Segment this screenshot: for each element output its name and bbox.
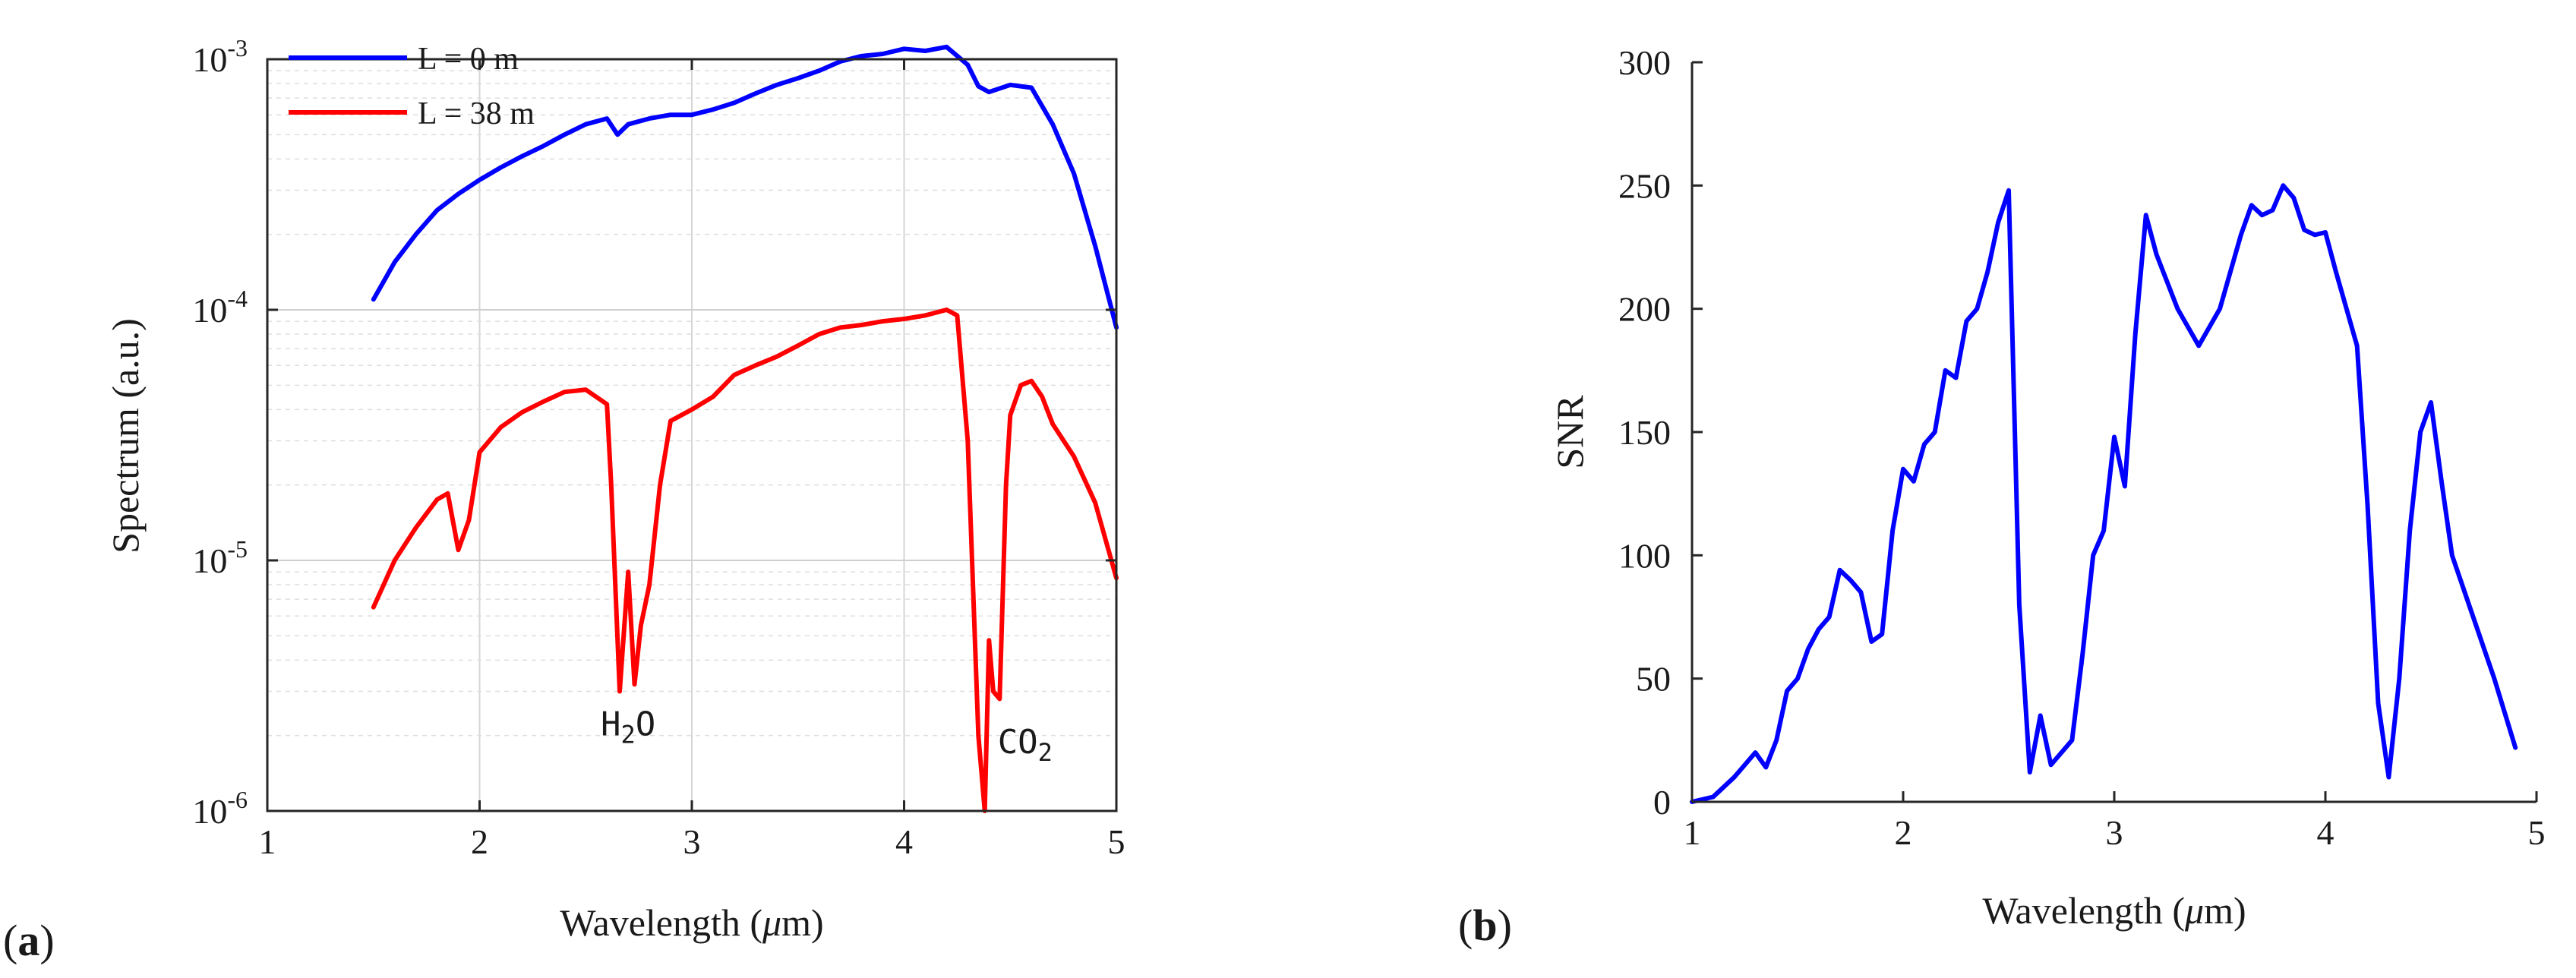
x-tick-label: 4 bbox=[2317, 813, 2334, 852]
panel-b-label-open: ( bbox=[1458, 901, 1473, 950]
y-tick-label: 0 bbox=[1653, 783, 1671, 822]
panel-b-x-axis-label: Wavelength (μm) bbox=[1982, 889, 2246, 932]
panel-a-grid bbox=[267, 59, 1116, 811]
panel-a-x-label-prefix: Wavelength ( bbox=[560, 901, 762, 944]
panel-a-x-label-mu: μ bbox=[762, 901, 781, 944]
panel-b-series bbox=[1690, 183, 2518, 804]
panel-b-x-label-mu: μ bbox=[2184, 889, 2204, 932]
panel-b-snr-chart: 1 2 3 4 5 0 50 100 150 200 250 300 SNR Wavelength … bbox=[1458, 43, 2546, 950]
y-tick-label: 10-6 bbox=[192, 786, 248, 831]
y-tick-label: 150 bbox=[1618, 413, 1671, 452]
x-tick-label: 4 bbox=[895, 822, 913, 861]
y-tick-label: 250 bbox=[1618, 166, 1671, 205]
legend-label-l38: L = 38 m bbox=[418, 96, 535, 131]
panel-b-x-tick-labels: 1 2 3 4 5 bbox=[1684, 813, 2546, 852]
annotation-h2o: H2O bbox=[601, 705, 655, 749]
y-tick-label: 300 bbox=[1618, 43, 1671, 82]
panel-a-series bbox=[371, 44, 1119, 813]
x-tick-label: 3 bbox=[2106, 813, 2123, 852]
panel-a-annotations: H2O CO2 bbox=[601, 705, 1053, 767]
panel-b-label-letter: b bbox=[1473, 901, 1497, 950]
x-tick-label: 5 bbox=[1108, 822, 1125, 861]
y-tick-label: 10-3 bbox=[192, 34, 248, 79]
y-tick-label: 100 bbox=[1618, 536, 1671, 575]
series-line-snr bbox=[1690, 183, 2518, 804]
panel-b-x-label-prefix: Wavelength ( bbox=[1982, 889, 2185, 932]
y-tick-label: 10-4 bbox=[192, 285, 248, 330]
legend-label-l0: L = 0 m bbox=[418, 42, 519, 77]
x-tick-label: 1 bbox=[259, 822, 276, 861]
panel-b-ticks bbox=[1690, 61, 2538, 803]
x-tick-label: 2 bbox=[471, 822, 488, 861]
panel-a-label-letter: a bbox=[17, 916, 39, 965]
series-line-l0 bbox=[371, 44, 1119, 330]
series-line-l38 bbox=[371, 308, 1119, 813]
panel-a-x-label-suffix: m) bbox=[781, 901, 824, 944]
panel-a-label-open: ( bbox=[3, 916, 17, 965]
panel-b-y-tick-labels: 0 50 100 150 200 250 300 bbox=[1618, 43, 1671, 822]
x-tick-label: 5 bbox=[2528, 813, 2546, 852]
panel-a-legend: L = 0 m L = 38 m bbox=[289, 42, 535, 131]
panel-b-y-axis-label: SNR bbox=[1548, 395, 1591, 469]
panel-a-label-close: ) bbox=[39, 916, 54, 965]
panel-a-y-axis-label: Spectrum (a.u.) bbox=[104, 318, 147, 554]
y-tick-label: 10-5 bbox=[192, 535, 248, 580]
x-tick-label: 1 bbox=[1684, 813, 1701, 852]
annotation-co2: CO2 bbox=[998, 723, 1053, 767]
panel-b-label-close: ) bbox=[1498, 901, 1512, 950]
panel-b-x-label-suffix: m) bbox=[2204, 889, 2246, 932]
panel-a-y-tick-labels: 10-6 10-5 10-4 10-3 bbox=[192, 34, 248, 831]
y-tick-label: 200 bbox=[1618, 290, 1671, 329]
x-tick-label: 2 bbox=[1895, 813, 1912, 852]
panel-a-label: (a) bbox=[3, 916, 55, 965]
panel-a-ticks bbox=[266, 58, 1118, 812]
panel-a-x-axis-label: Wavelength (μm) bbox=[560, 901, 823, 944]
panel-a-x-tick-labels: 1 2 3 4 5 bbox=[259, 822, 1125, 861]
panel-b-label: (b) bbox=[1458, 901, 1512, 950]
x-tick-label: 3 bbox=[683, 822, 701, 861]
y-tick-label: 50 bbox=[1636, 660, 1671, 699]
